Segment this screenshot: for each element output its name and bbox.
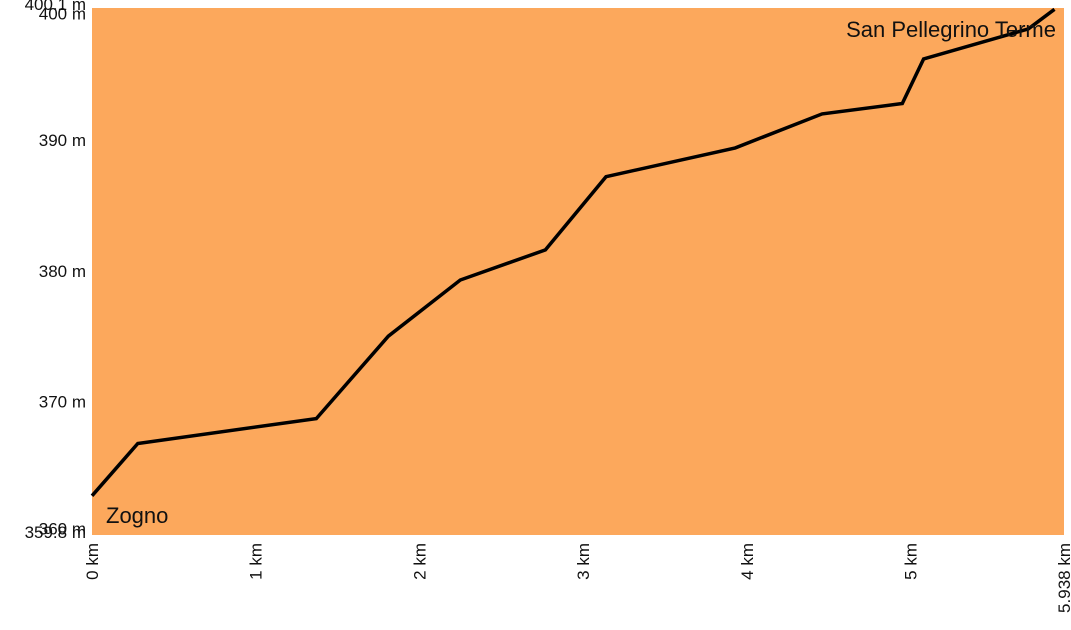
x-tick-label: 2 km (410, 543, 429, 580)
end-location-label: San Pellegrino Terme (846, 17, 1056, 42)
y-tick-label: 360 m (39, 519, 86, 538)
y-tick-label: 390 m (39, 131, 86, 150)
y-tick-label: 400 m (39, 4, 86, 23)
x-axis-ticks: 0 km 1 km 2 km 3 km 4 km 5 km 5.938 km (83, 543, 1071, 613)
elevation-line (90, 7, 1056, 497)
x-tick-label: 4 km (738, 543, 757, 580)
x-tick-label: 5 km (901, 543, 920, 580)
start-location-label: Zogno (106, 503, 168, 528)
y-tick-label: 400.1 m (25, 0, 86, 14)
plot-background (92, 8, 1064, 535)
y-tick-label: 359.8 m (25, 523, 86, 542)
x-tick-label: 5.938 km (1055, 543, 1071, 613)
x-tick-label: 0 km (83, 543, 102, 580)
x-tick-label: 3 km (574, 543, 593, 580)
y-tick-label: 380 m (39, 262, 86, 281)
y-tick-label: 370 m (39, 393, 86, 412)
x-tick-label: 1 km (247, 543, 266, 580)
